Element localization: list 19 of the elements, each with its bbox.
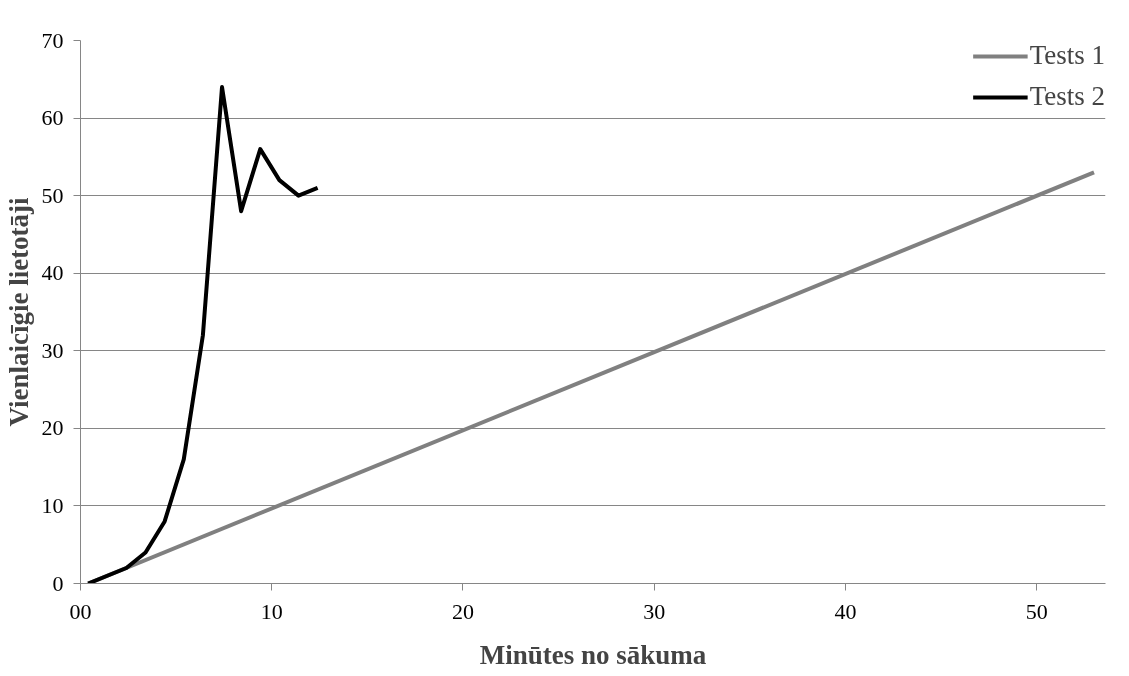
y-tick-label: 20 xyxy=(41,415,64,441)
y-tick-label: 50 xyxy=(41,182,64,208)
x-axis-title: Minūtes no sākuma xyxy=(479,639,707,670)
legend-label: Tests 1 xyxy=(1029,40,1105,71)
x-tick-label: 50 xyxy=(1025,598,1048,624)
y-tick-label: 30 xyxy=(41,337,64,363)
y-tick-label: 60 xyxy=(41,105,64,131)
x-tick-label: 30 xyxy=(643,598,666,624)
x-tick-label: 40 xyxy=(834,598,857,624)
x-tick-label: 00 xyxy=(69,598,92,624)
y-tick-label: 70 xyxy=(41,27,64,53)
legend-label: Tests 2 xyxy=(1029,81,1105,112)
y-tick-label: 10 xyxy=(41,492,64,518)
x-tick-label: 10 xyxy=(260,598,283,624)
y-tick-label: 40 xyxy=(41,260,64,286)
line-series xyxy=(86,85,320,584)
x-tick-label: 20 xyxy=(451,598,474,624)
y-axis-title: Vienlaicīgie lietotāji xyxy=(3,196,34,427)
y-tick-label: 0 xyxy=(52,570,64,596)
